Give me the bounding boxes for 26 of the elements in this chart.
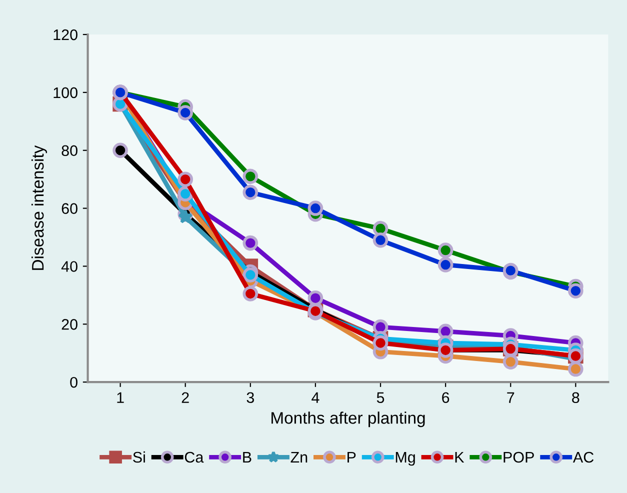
y-tick-label: 20 bbox=[62, 319, 78, 330]
y-axis-title: Disease intensity bbox=[31, 145, 48, 270]
legend-label: Si bbox=[133, 451, 145, 463]
y-tick-label: 0 bbox=[70, 376, 78, 388]
y-tick-label: 100 bbox=[54, 87, 78, 98]
x-tick-label: 6 bbox=[442, 392, 450, 404]
legend-label: B bbox=[243, 452, 252, 463]
legend-label: Ca bbox=[184, 452, 204, 463]
legend-label: Zn bbox=[290, 452, 308, 463]
x-tick-label: 8 bbox=[572, 392, 580, 404]
legend-label: Mg bbox=[396, 452, 415, 466]
x-tick-label: 3 bbox=[246, 392, 254, 404]
y-tick-label: 40 bbox=[61, 261, 78, 272]
y-tick-label: 120 bbox=[54, 29, 78, 40]
x-tick-label: 2 bbox=[182, 392, 189, 403]
y-tick-label: 80 bbox=[62, 145, 78, 156]
x-tick-label: 1 bbox=[117, 392, 124, 403]
x-tick-label: 5 bbox=[376, 392, 384, 404]
legend-label: K bbox=[455, 452, 464, 463]
legend-label: P bbox=[348, 452, 356, 463]
x-axis-title: Months after planting bbox=[272, 412, 425, 428]
legend-label: AC bbox=[572, 452, 594, 463]
x-tick-label: 7 bbox=[507, 392, 514, 403]
x-tick-label: 4 bbox=[312, 392, 320, 403]
legend-label: POP bbox=[504, 452, 534, 463]
y-tick-label: 60 bbox=[62, 203, 78, 214]
